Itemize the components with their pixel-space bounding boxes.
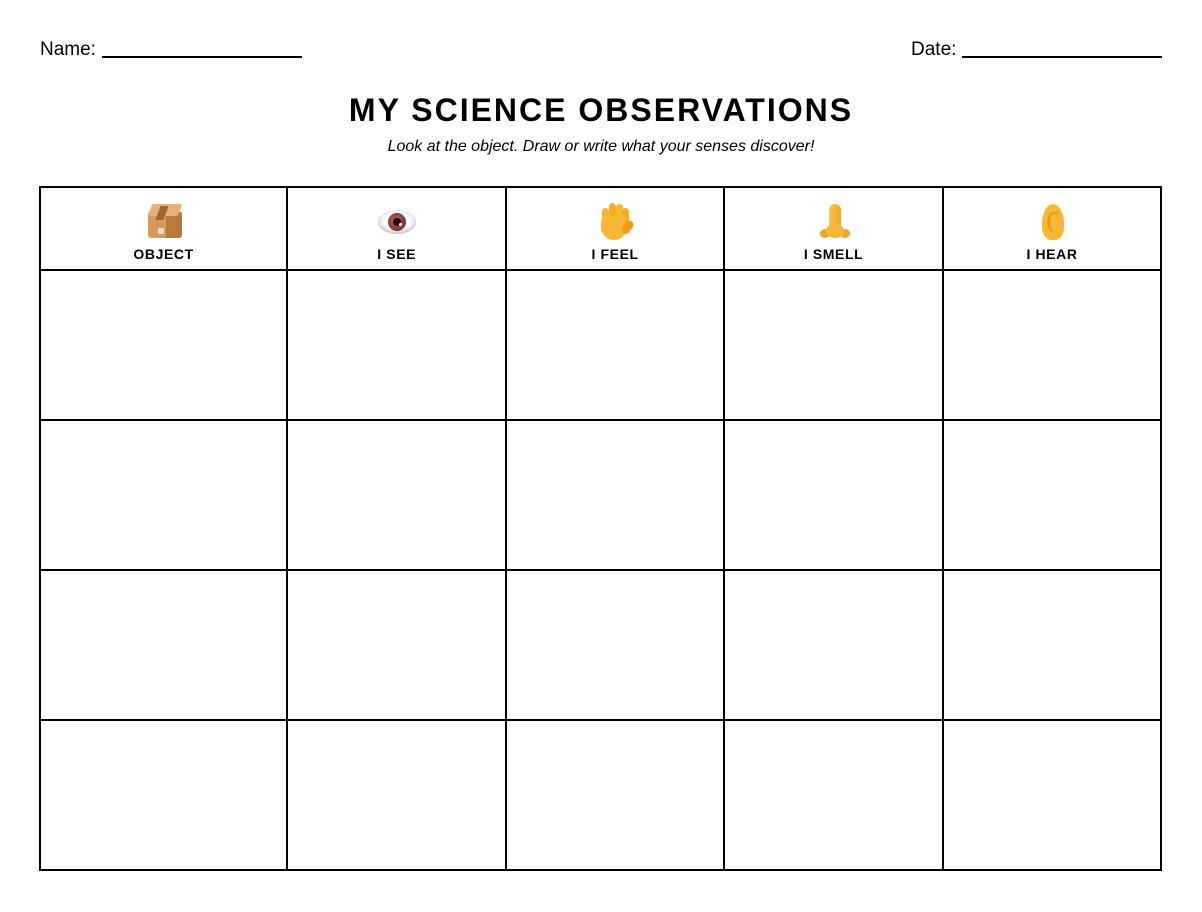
raised-hand-icon [593,202,637,242]
table-row [38,719,1162,871]
cell-object[interactable] [38,719,289,871]
observation-table: OBJECT I SEE [38,186,1162,871]
column-label: I HEAR [1026,246,1078,262]
name-label: Name: [40,39,96,60]
column-header-see: I SEE [286,186,508,271]
cell-hear[interactable] [942,719,1162,871]
cell-smell[interactable] [723,719,945,871]
name-field: Name: [40,38,302,62]
header-row: OBJECT I SEE [38,186,1162,271]
column-label: I SMELL [803,246,864,262]
package-box-icon [142,202,186,242]
date-field: Date: [911,38,1163,62]
column-label: I FEEL [591,246,639,262]
table-row [38,419,1162,571]
column-header-smell: I SMELL [723,186,945,271]
cell-feel[interactable] [505,569,726,721]
column-label: I SEE [377,246,417,262]
eye-icon [375,202,419,242]
page-title: MY SCIENCE OBSERVATIONS [348,92,854,128]
cell-see[interactable] [286,419,508,571]
cell-object[interactable] [38,269,289,421]
date-label: Date: [911,39,957,60]
name-blank-line[interactable] [101,39,302,58]
cell-see[interactable] [286,569,508,721]
cell-feel[interactable] [505,269,726,421]
cell-smell[interactable] [723,419,945,571]
cell-object[interactable] [38,419,289,571]
date-blank-line[interactable] [962,39,1163,58]
column-header-object: OBJECT [38,186,289,271]
column-header-hear: I HEAR [942,186,1162,271]
ear-icon [1030,202,1074,242]
table-row [38,269,1162,421]
column-label: OBJECT [133,246,194,262]
cell-object[interactable] [38,569,289,721]
cell-see[interactable] [286,269,508,421]
page-subtitle: Look at the object. Draw or write what y… [387,138,815,155]
cell-hear[interactable] [942,569,1162,721]
table-row [38,569,1162,721]
cell-hear[interactable] [942,269,1162,421]
cell-hear[interactable] [942,419,1162,571]
cell-smell[interactable] [723,269,945,421]
nose-icon [812,202,856,242]
cell-see[interactable] [286,719,508,871]
cell-smell[interactable] [723,569,945,721]
cell-feel[interactable] [505,719,726,871]
column-header-feel: I FEEL [505,186,726,271]
cell-feel[interactable] [505,419,726,571]
